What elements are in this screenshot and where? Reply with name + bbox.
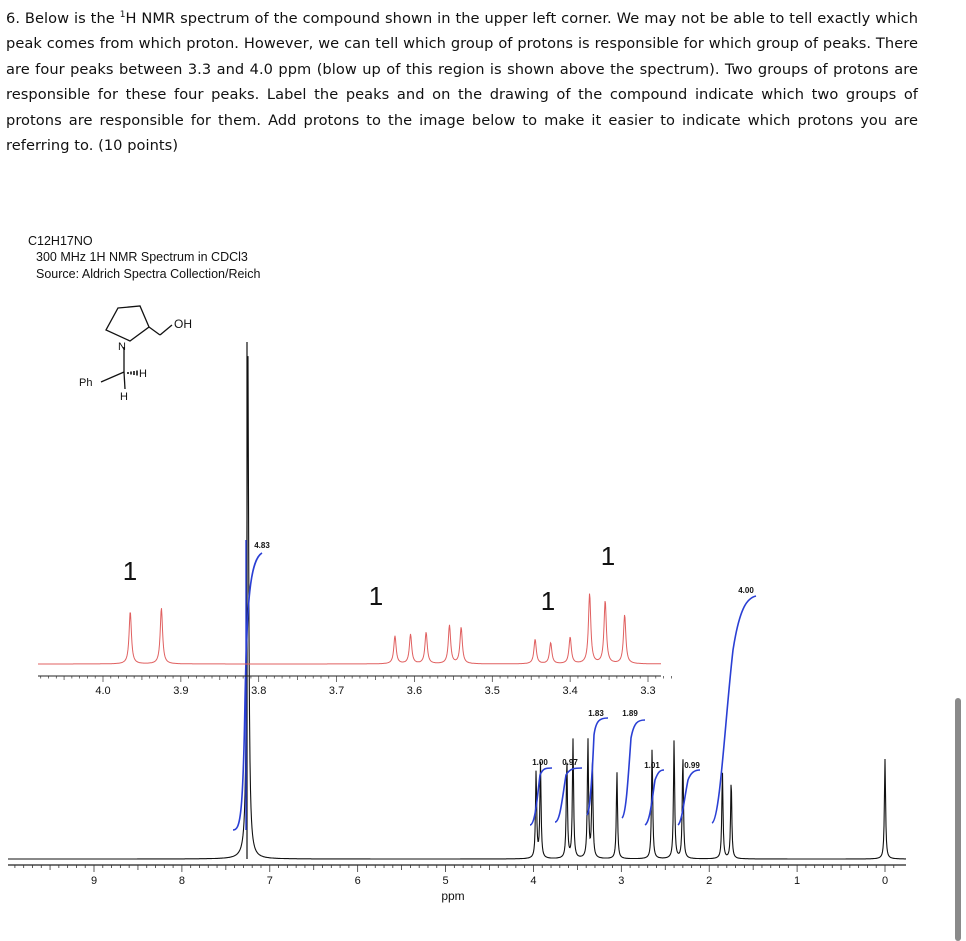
main-spectrum-line [8, 356, 906, 860]
c-oh-bond [159, 324, 173, 336]
main-tick-labels: 9 8 7 6 5 4 3 2 1 0 [91, 875, 888, 887]
integral-curve [529, 767, 553, 826]
expansion-tick-label: 3.5 [485, 685, 500, 697]
integral-curve [677, 769, 701, 826]
expansion-line [38, 593, 661, 665]
handwritten-one: 1 [123, 556, 137, 586]
h-wedge-label: H [139, 368, 147, 380]
main-tick-label: 1 [794, 875, 800, 887]
main-tick-label: 9 [91, 875, 97, 887]
question-text: 6. Below is the 1H NMR spectrum of the c… [6, 3, 918, 159]
expansion-tick-labels: 4.0 3.9 3.8 3.7 3.6 3.5 3.4 3.3 [95, 685, 655, 697]
main-spectrum-trace [8, 342, 906, 860]
integral-curve [711, 595, 757, 824]
ch2-bond [148, 326, 161, 336]
main-tick-label: 0 [882, 875, 888, 887]
formula-label: C12H17NO [28, 234, 93, 248]
integral-curve [232, 552, 263, 831]
handwritten-one: 1 [369, 581, 383, 611]
main-xlabel: ppm [441, 889, 464, 903]
handwritten-one: 1 [541, 586, 555, 616]
main-tick-label: 7 [267, 875, 273, 887]
expansion-tick-label: 3.8 [251, 685, 266, 697]
spectrum-title: 300 MHz 1H NMR Spectrum in CDCl3 [36, 250, 248, 264]
n-label: N [118, 341, 126, 353]
expansion-x-axis [38, 675, 672, 682]
integral-label: 1.01 [644, 761, 660, 770]
oh-label: OH [174, 317, 192, 331]
integral-curve [644, 769, 665, 826]
integral-label: 1.83 [588, 709, 604, 718]
main-integral-curves [232, 540, 757, 831]
integral-curve [554, 767, 583, 823]
main-x-axis [8, 864, 906, 872]
integral-curve [586, 717, 609, 816]
main-tick-label: 8 [179, 875, 185, 887]
question-body: H NMR spectrum of the compound shown in … [6, 9, 918, 155]
integral-label: 4.00 [738, 586, 754, 595]
pyrrolidine-ring [105, 305, 150, 342]
expansion-tick-label: 3.7 [329, 685, 344, 697]
compound-structure [100, 305, 173, 390]
question-prefix: 6. Below is the [6, 9, 120, 27]
main-tick-label: 4 [530, 875, 536, 887]
handwritten-one: 1 [601, 541, 615, 571]
page-scrollbar[interactable] [955, 698, 961, 941]
integral-curve [621, 719, 646, 819]
main-tick-label: 6 [355, 875, 361, 887]
h-down-label: H [120, 391, 128, 403]
integral-label: 4.83 [254, 541, 270, 550]
integral-label: 1.00 [532, 758, 548, 767]
source-label: Source: Aldrich Spectra Collection/Reich [36, 267, 260, 281]
integral-label: 0.97 [562, 758, 578, 767]
expansion-tick-label: 3.6 [407, 685, 422, 697]
main-integral-labels: 1.00 0.97 1.83 1.89 1.01 0.99 4.83 4.00 [254, 541, 754, 770]
expansion-tick-label: 4.0 [95, 685, 110, 697]
expansion-tick-label: 3.9 [173, 685, 188, 697]
question-superscript: 1 [119, 10, 126, 20]
expansion-trace [38, 593, 661, 665]
ph-label: Ph [79, 377, 92, 389]
ph-bond [100, 371, 125, 383]
handwritten-labels: 1 1 1 1 [123, 541, 615, 616]
expansion-tick-label: 3.3 [640, 685, 655, 697]
expansion-tick-label: 3.4 [562, 685, 577, 697]
main-tick-label: 2 [706, 875, 712, 887]
main-tick-label: 3 [618, 875, 624, 887]
integral-label: 0.99 [684, 761, 700, 770]
integral-label: 1.89 [622, 709, 638, 718]
ch-h-bond [123, 371, 126, 390]
main-tick-label: 5 [442, 875, 448, 887]
